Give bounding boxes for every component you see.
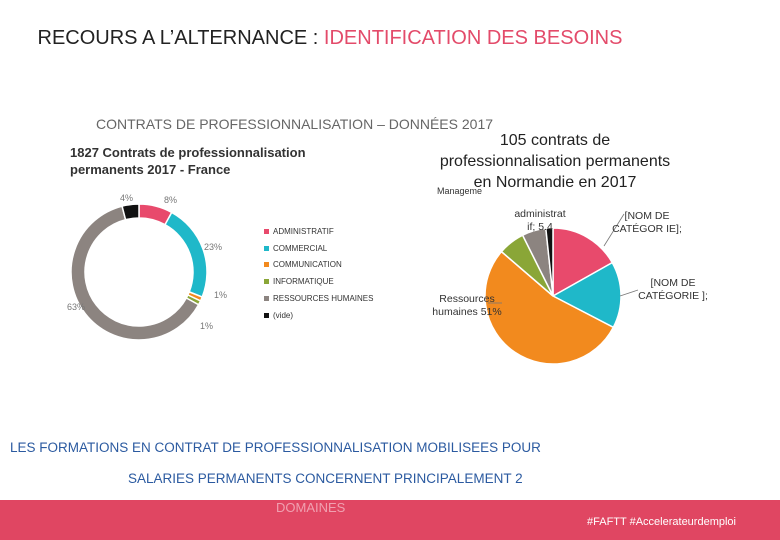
legend-label: COMMUNICATION — [273, 260, 342, 270]
footer-hashtags: #FAFTT #Accelerateurdemploi — [587, 516, 736, 528]
bottom-line-1: LES FORMATIONS EN CONTRAT DE PROFESSIONN… — [10, 440, 541, 455]
donut-label-informatique: 1% — [200, 321, 214, 331]
legend-item-commercial: COMMERCIAL — [264, 240, 373, 257]
donut-label-administratif: 8% — [164, 195, 178, 205]
donut-slice-commercial — [163, 211, 208, 299]
bottom-line-2: SALARIES PERMANENTS CONCERNENT PRINCIPAL… — [128, 471, 523, 486]
slide-title: RECOURS A L’ALTERNANCE : IDENTIFICATION … — [0, 24, 660, 53]
pie-label-commercial: [NOM DE CATÉGORIE ]; — [638, 277, 708, 302]
donut-slice-rh — [70, 205, 200, 341]
donut-label-vide: 4% — [120, 193, 134, 203]
donut-chart-title: 1827 Contrats de professionnalisation pe… — [70, 145, 306, 177]
legend-item-informatique: INFORMATIQUE — [264, 273, 373, 290]
slide-title-accent: IDENTIFICATION DES BESOINS — [323, 27, 623, 49]
pie-slice-administratif — [552, 227, 614, 298]
slide-subtitle: CONTRATS DE PROFESSIONNALISATION – DONNÉ… — [96, 116, 494, 132]
bottom-line-3: DOMAINES — [276, 500, 346, 515]
footer-bar — [0, 500, 780, 540]
pie-slice-rh — [484, 250, 615, 365]
pie-label-informatique: administrat if; 5.4 — [514, 208, 566, 233]
legend-item-communication: COMMUNICATION — [264, 257, 373, 274]
slide-title-main: RECOURS A L’ALTERNANCE : — [37, 27, 324, 49]
legend-label: COMMERCIAL — [273, 243, 328, 253]
leader-line-commercial — [619, 289, 639, 297]
legend-label: ADMINISTRATIF — [273, 226, 334, 236]
pie-label-administratif: [NOM DE CATÉGOR IE]; — [612, 210, 682, 235]
pie-chart-title: 105 contrats de professionnalisation per… — [439, 132, 671, 191]
pie-label-management: Manageme — [437, 186, 483, 196]
legend-swatch — [264, 312, 269, 318]
pie-label-rh: Ressources humaines 51% — [432, 293, 502, 318]
legend-swatch — [264, 245, 269, 251]
donut-label-communication: 1% — [214, 290, 228, 300]
legend-swatch — [264, 279, 269, 285]
legend-swatch — [264, 262, 269, 268]
donut-label-commercial: 23% — [204, 242, 223, 252]
legend-item-rh: RESSOURCES HUMAINES — [264, 290, 373, 307]
donut-label-rh: 63% — [67, 302, 86, 312]
donut-slice-vide — [121, 203, 140, 221]
legend-item-vide: (vide) — [264, 307, 373, 324]
leader-line-administratif — [603, 213, 625, 247]
legend-swatch — [264, 296, 269, 302]
legend-label: RESSOURCES HUMAINES — [273, 294, 374, 304]
donut-legend: ADMINISTRATIF COMMERCIAL COMMUNICATION I… — [264, 223, 373, 324]
pie-slice-commercial — [551, 261, 622, 329]
legend-label: INFORMATIQUE — [273, 277, 334, 287]
pie-slice-vide — [544, 227, 554, 297]
legend-swatch — [264, 228, 269, 234]
legend-label: (vide) — [273, 310, 294, 320]
legend-item-administratif: ADMINISTRATIF — [264, 223, 373, 240]
